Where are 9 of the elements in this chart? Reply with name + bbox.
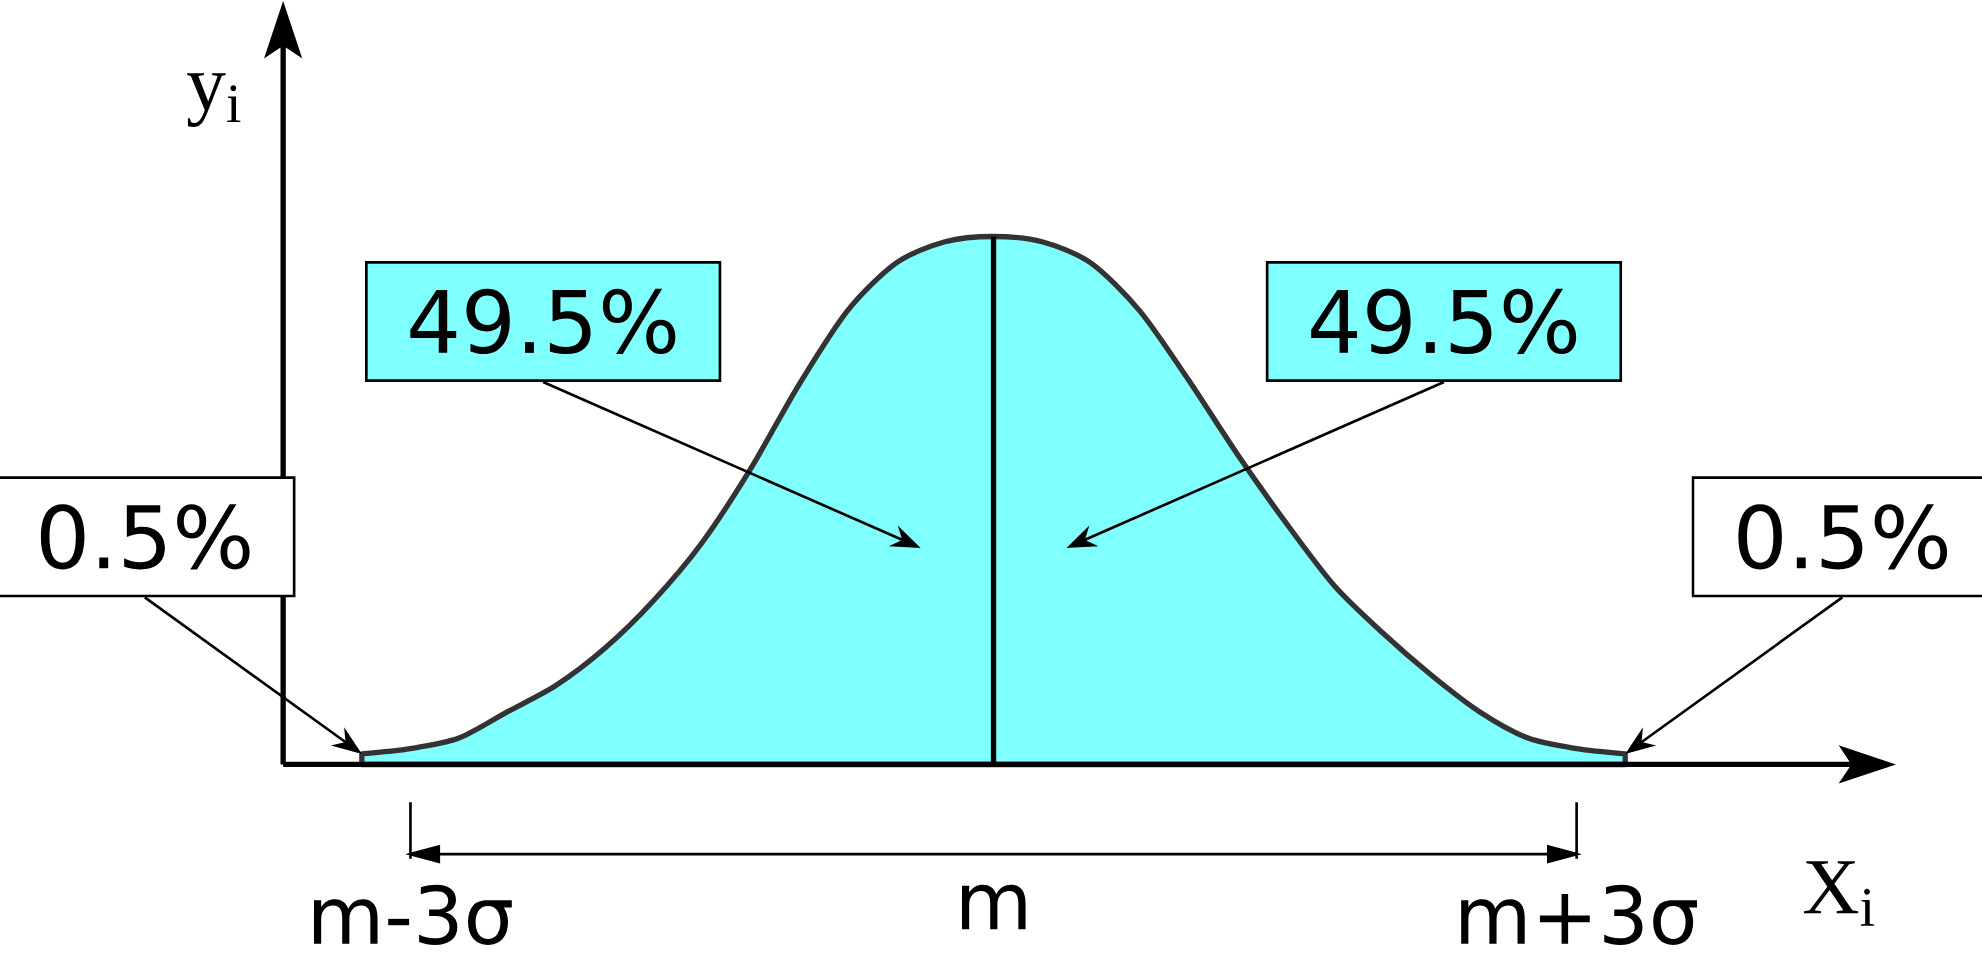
- text: 0.5%: [1738, 504, 1948, 570]
- annotation: 49.5%: [410, 288, 676, 354]
- text: 0.5%: [40, 504, 250, 570]
- x-tick-label: m: [962, 884, 1026, 930]
- annotation: 49.5%: [1311, 288, 1577, 354]
- x-tick-label: m-3σ: [313, 884, 512, 945]
- y-axis-title: y$_{i}$: [187, 73, 241, 127]
- x-tick-label: m+3σ: [1461, 884, 1697, 945]
- x-axis-title: X$_{i}$: [1803, 861, 1875, 926]
